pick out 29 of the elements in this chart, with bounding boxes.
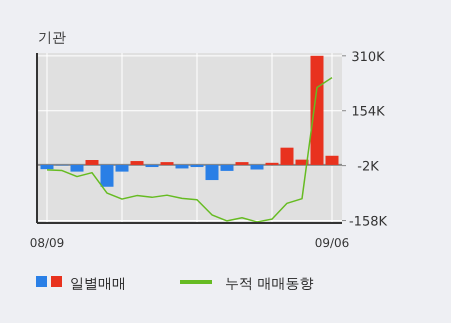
bar xyxy=(280,148,294,165)
bar xyxy=(100,164,114,187)
bar xyxy=(86,160,98,165)
legend-item: 일별매매 xyxy=(36,276,126,292)
bar xyxy=(40,164,54,170)
x-tick-label: 08/09 xyxy=(30,236,64,250)
bar xyxy=(176,164,188,168)
bar xyxy=(160,162,174,165)
bar xyxy=(190,164,204,168)
legend-item: 누적 매매동향 xyxy=(180,276,314,292)
bar xyxy=(116,164,128,172)
bar xyxy=(206,164,218,180)
y-tick-label: 154K xyxy=(351,104,386,120)
bar xyxy=(130,161,144,165)
line-series xyxy=(46,76,333,223)
bar xyxy=(250,164,264,170)
y-tick-label: -2K xyxy=(357,160,380,175)
bar xyxy=(146,164,158,168)
x-tick-label: 09/06 xyxy=(314,236,350,250)
bar xyxy=(310,56,324,165)
bar xyxy=(326,156,338,165)
y-tick-label: -158K xyxy=(348,214,388,230)
bar xyxy=(236,162,248,165)
chart-title: 기관 xyxy=(38,30,66,46)
bar xyxy=(70,164,84,172)
bar xyxy=(220,164,234,171)
legend-label: 일별매매 xyxy=(70,276,126,292)
legend-label: 누적 매매동향 xyxy=(225,276,314,292)
y-tick-label: 310K xyxy=(351,50,386,65)
